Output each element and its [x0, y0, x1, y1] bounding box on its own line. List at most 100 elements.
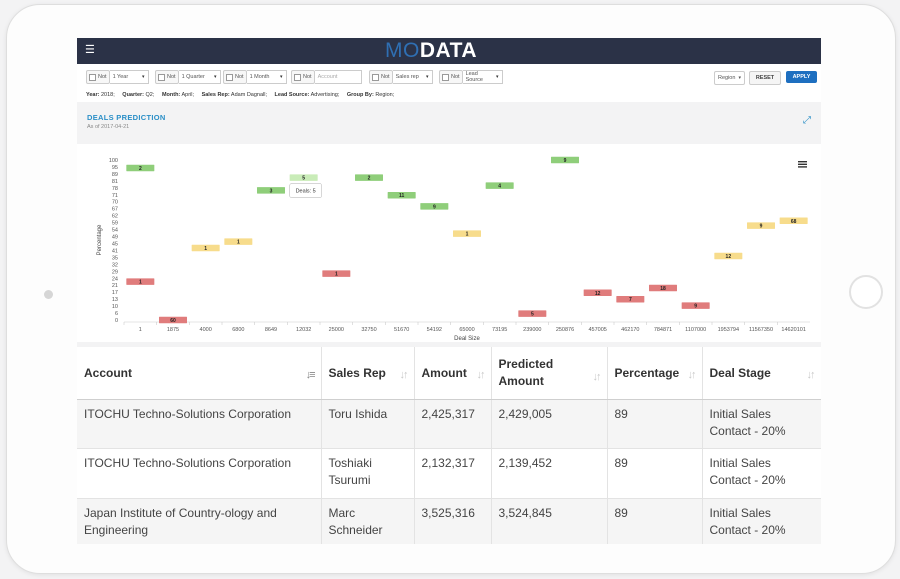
y-tick-label: 70	[112, 200, 118, 206]
cell-deal-stage: Initial Sales Contact - 20%	[702, 448, 821, 499]
column-header-sales-rep[interactable]: Sales Rep ↓↑	[321, 347, 415, 400]
sort-icon[interactable]: ↓↑	[399, 369, 409, 381]
y-tick-label: 78	[112, 186, 118, 192]
not-toggle-month[interactable]: Not	[223, 70, 247, 84]
deal-point-label: 2	[368, 176, 371, 182]
x-axis-title: Deal Size	[454, 336, 480, 342]
chart-title: DEALS PREDICTION	[87, 113, 166, 122]
y-axis-title: Percentage	[97, 224, 103, 255]
deal-point-bar	[453, 230, 481, 237]
x-tick-label: 1107000	[685, 327, 706, 333]
not-toggle-sales-rep[interactable]: Not	[369, 70, 393, 84]
deal-point-label: 12	[595, 291, 601, 297]
y-tick-label: 81	[112, 179, 118, 185]
filter-month: Not 1 Month ▾	[223, 70, 287, 84]
cell-sales-rep: Toru Ishida	[321, 399, 415, 449]
y-tick-label: 67	[112, 207, 118, 213]
lead-source-select[interactable]: Lead Source ▾	[462, 70, 503, 84]
deal-point-label: 3	[270, 188, 273, 194]
deal-point-label: 5	[531, 312, 534, 318]
x-tick-label: 457005	[588, 327, 606, 333]
deal-point-label: 1	[335, 272, 338, 278]
deal-point-bar	[747, 222, 775, 229]
sort-desc-icon[interactable]: ↓≡	[305, 369, 316, 381]
x-tick-label: 1953794	[718, 327, 739, 333]
deal-point-bar	[551, 156, 579, 164]
filter-quarter: Not 1 Quarter ▾	[155, 70, 221, 84]
column-header-account[interactable]: Account ↓≡	[77, 347, 322, 400]
column-header-deal-stage[interactable]: Deal Stage ↓↑	[702, 347, 821, 400]
expand-icon[interactable]: ⤢	[803, 115, 811, 126]
filter-summary: Year: 2018; Quarter: Q2; Month: April; S…	[86, 92, 395, 98]
chart-menu-icon	[798, 163, 807, 165]
y-tick-label: 21	[112, 283, 118, 289]
month-select[interactable]: 1 Month ▾	[246, 70, 287, 84]
deal-point-bar	[126, 164, 155, 172]
deal-point-label: 60	[170, 318, 176, 324]
sort-icon[interactable]: ↓↑	[806, 369, 816, 381]
deal-point-bar	[387, 191, 416, 199]
sort-icon[interactable]: ↓↑	[687, 369, 697, 381]
deal-point-bar	[583, 289, 612, 297]
table-row[interactable]: Japan Institute of Country-ology and Eng…	[77, 498, 821, 544]
deal-point-label: 9	[760, 224, 763, 230]
cell-amount: 3,525,316	[414, 498, 492, 544]
y-tick-label: 24	[112, 276, 118, 282]
cell-sales-rep: Marc Schneider	[321, 498, 415, 544]
sort-icon[interactable]: ↓↑	[476, 369, 486, 381]
x-tick-label: 11567350	[749, 327, 773, 333]
cell-predicted-amount: 3,524,845	[491, 498, 608, 544]
deal-point-label: 1	[204, 246, 207, 252]
account-input[interactable]: Account	[314, 70, 362, 84]
deals-prediction-chart: 0 6 10 13 17 21 24 29 32 35 41 45 49 54 59 62 67 70 71 78 81…	[77, 144, 821, 342]
cell-percentage: 89	[607, 399, 703, 449]
deal-point-bar	[649, 284, 677, 292]
home-button[interactable]	[849, 275, 883, 309]
not-toggle-year[interactable]: Not	[86, 70, 110, 84]
table-row[interactable]: ITOCHU Techno-Solutions Corporation Toru…	[77, 399, 821, 449]
deal-point-label: 1	[139, 280, 142, 286]
x-tick-label: 73195	[492, 327, 507, 333]
y-tick-label: 89	[112, 172, 118, 178]
column-header-percentage[interactable]: Percentage ↓↑	[607, 347, 703, 400]
cell-account: Japan Institute of Country-ology and Eng…	[77, 498, 322, 544]
cell-account: ITOCHU Techno-Solutions Corporation	[77, 399, 322, 449]
table-header-row: Account ↓≡ Sales Rep ↓↑ Amount ↓↑ Predicted…	[77, 347, 821, 400]
deal-point-label: 68	[791, 219, 797, 225]
column-header-amount[interactable]: Amount ↓↑	[414, 347, 492, 400]
column-header-predicted-amount[interactable]: Predicted Amount ↓↑	[491, 347, 608, 400]
y-tick-label: 32	[112, 262, 118, 268]
deal-point-bar	[289, 174, 318, 181]
deal-point-bar	[191, 244, 220, 252]
not-toggle-quarter[interactable]: Not	[155, 70, 179, 84]
y-tick-label: 100	[109, 158, 118, 164]
deal-point-bar	[159, 316, 187, 324]
x-tick-label: 784871	[654, 327, 672, 333]
deal-point-bar	[779, 217, 808, 225]
app-logo: MODATA	[385, 39, 478, 62]
deal-point-bar	[616, 295, 645, 303]
group-by-select[interactable]: Region ▾	[714, 71, 745, 85]
deal-point-bar	[224, 238, 253, 245]
quarter-select[interactable]: 1 Quarter ▾	[178, 70, 221, 84]
chart-menu-icon	[798, 161, 807, 163]
deal-point-bar	[126, 278, 155, 285]
x-tick-label: 6800	[232, 327, 244, 333]
y-tick-label: 17	[112, 290, 118, 296]
deal-point-label: 11	[399, 193, 405, 199]
table-row[interactable]: ITOCHU Techno-Solutions Corporation Tosh…	[77, 448, 821, 499]
reset-button[interactable]: RESET	[749, 71, 781, 85]
not-toggle-lead-source[interactable]: Not	[439, 70, 463, 84]
not-toggle-account[interactable]: Not	[291, 70, 315, 84]
cell-account: ITOCHU Techno-Solutions Corporation	[77, 448, 322, 499]
sales-rep-select[interactable]: Sales rep ▾	[392, 70, 433, 84]
hamburger-icon[interactable]: ☰	[85, 44, 95, 56]
year-select[interactable]: 1 Year ▾	[109, 70, 149, 84]
y-tick-label: 13	[112, 297, 118, 303]
deal-point-label: 18	[660, 286, 666, 292]
deal-point-bar	[257, 187, 285, 194]
sort-icon[interactable]: ↓↑	[592, 371, 602, 383]
chart-subtitle: As of 2017-04-21	[87, 124, 130, 130]
apply-button[interactable]: APPLY	[786, 71, 817, 83]
y-tick-label: 10	[112, 304, 118, 310]
